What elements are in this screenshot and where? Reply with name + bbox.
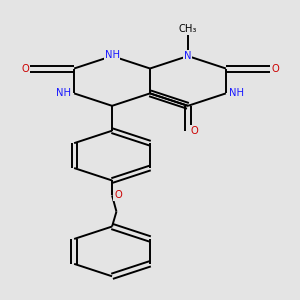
Text: NH: NH: [56, 88, 71, 98]
Text: O: O: [114, 190, 122, 200]
Text: CH₃: CH₃: [179, 24, 197, 34]
Text: O: O: [271, 64, 279, 74]
Text: NH: NH: [229, 88, 244, 98]
Text: O: O: [191, 126, 199, 136]
Text: N: N: [184, 51, 192, 61]
Text: NH: NH: [105, 50, 120, 60]
Text: O: O: [21, 64, 29, 74]
